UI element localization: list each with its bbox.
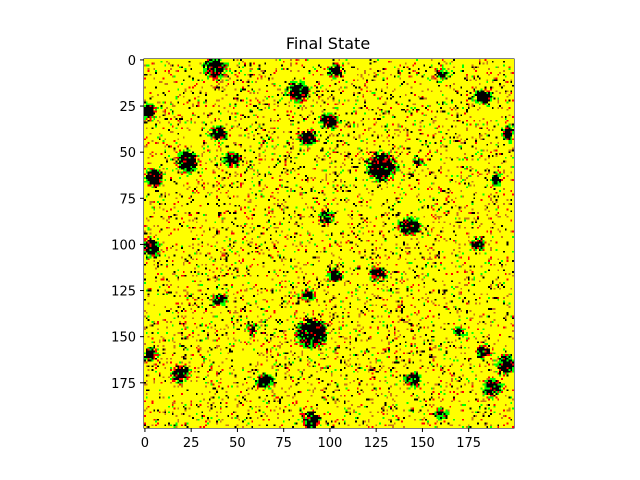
x-tick-label: 175 [456,436,481,451]
x-tick-label: 125 [364,436,389,451]
x-tick-label: 150 [410,436,435,451]
x-tick-label: 50 [229,436,246,451]
x-tick-label: 25 [183,436,200,451]
y-tick-label: 0 [128,54,136,69]
x-tick-label: 100 [318,436,343,451]
y-tick-label: 75 [119,192,136,207]
y-tick-label: 175 [111,377,136,392]
y-tick-label: 100 [111,238,136,253]
chart-title: Final State [286,34,370,53]
y-tick-label: 150 [111,331,136,346]
y-tick-label: 25 [119,100,136,115]
axes: 0 25 50 75 100 125 150 175 0 25 50 75 100 125 150 175 [111,54,515,451]
x-tick-label: 75 [275,436,292,451]
heatmap-image [144,59,514,428]
y-tick-label: 50 [119,146,136,161]
y-tick-label: 125 [111,285,136,300]
x-tick-label: 0 [141,436,149,451]
